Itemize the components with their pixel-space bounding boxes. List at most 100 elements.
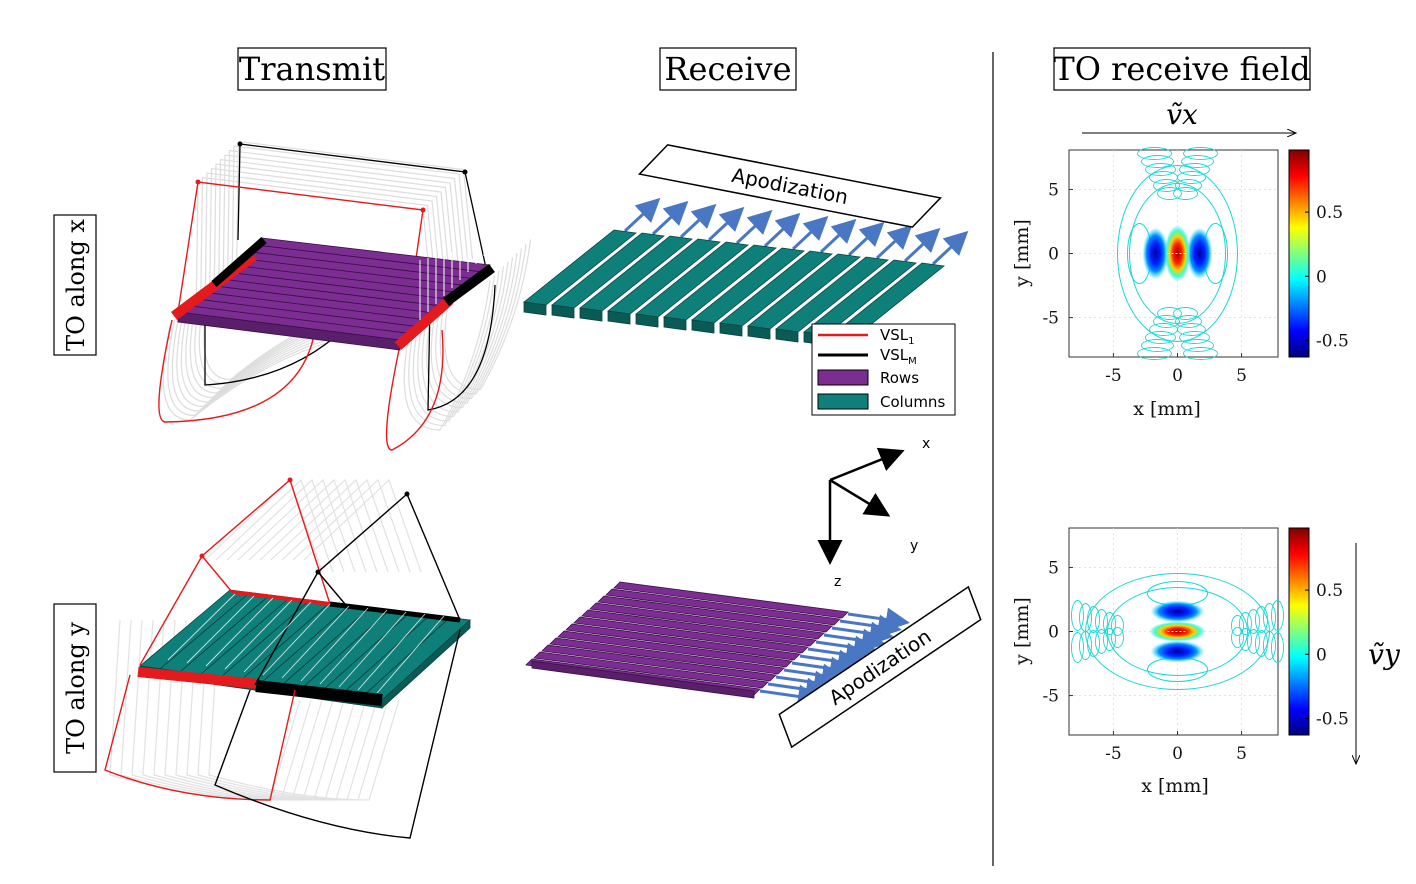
vsl-1-edge [137, 667, 259, 689]
apodization-arrow [847, 607, 910, 632]
receive-top-diagram [523, 197, 969, 349]
vsl-wire-grey [208, 167, 447, 307]
sidelobe-contour [1271, 632, 1284, 663]
apodization-arrow [651, 200, 689, 236]
row-label-top: TO along x [53, 214, 97, 356]
sidelobe-contour [1157, 307, 1182, 320]
vsl-1-focus [199, 553, 205, 559]
vsl-1-wire [158, 319, 444, 451]
apodization-box-top: Apodization [638, 144, 942, 228]
xtick-label: -5 [1105, 744, 1122, 764]
legend-swatch-columns [817, 393, 869, 410]
axis-y-label: y [910, 538, 918, 554]
xtick-label: -5 [1105, 366, 1122, 386]
vsl-ray [338, 611, 407, 688]
xtick-label: 0 [1172, 366, 1183, 386]
row-element [549, 637, 785, 675]
vsl-wire-grey [199, 176, 438, 316]
sidelobe-contour [1175, 179, 1202, 192]
sidelobe-contour [1177, 323, 1206, 336]
negative-lobe [1150, 600, 1205, 623]
vsl-wire-grey [204, 172, 442, 312]
column-element-front [551, 304, 575, 319]
field-plot-bottom: -5 0 5 5 0 -5 x [mm] y [mm] 0.5 0 -0.5 [1011, 527, 1349, 797]
sidelobe-contour [1181, 339, 1214, 352]
sidelobe-contour [1153, 315, 1180, 328]
apodization-arrow [623, 197, 661, 233]
vsl-m-edge [211, 236, 267, 288]
vsl-ray [243, 601, 312, 673]
apodization-arrow [799, 649, 862, 674]
negative-lobe [1150, 640, 1205, 663]
row-element [541, 644, 777, 682]
outer-contour [1129, 183, 1226, 324]
sidelobe-contour [1111, 615, 1124, 636]
sidelobe-contour [1173, 187, 1198, 200]
cbar-tick-label: -0.5 [1316, 709, 1349, 729]
column-element-front [579, 307, 603, 322]
legend-label-rows: Rows [880, 369, 919, 387]
apodization-arrow [679, 203, 717, 239]
legend-label-vslm: VSLM [880, 346, 917, 367]
sidelobe-contour [1175, 315, 1202, 328]
vsl-m-edge [255, 680, 383, 706]
colorbar-bottom [1288, 527, 1310, 736]
vsl-m-focus [404, 491, 410, 497]
apodization-arrow [763, 212, 801, 248]
xlabel-bottom: x [mm] [1141, 775, 1209, 797]
sidelobe-contour [1239, 628, 1252, 651]
sidelobe-contour [1111, 627, 1124, 648]
sidelobe-contour [1183, 347, 1218, 360]
vsl-wire-grey [213, 163, 451, 303]
cbar-tick-label: 0 [1316, 267, 1327, 287]
field-title: TO receive field [1053, 50, 1310, 88]
column-element-front [691, 319, 715, 334]
row-label-bottom: TO along y [53, 603, 97, 773]
vsl-1-edge [394, 296, 454, 350]
sidelobe-contour [1157, 187, 1182, 200]
receive-title: Receive [664, 50, 791, 88]
column-element-front [775, 328, 799, 343]
sidelobe-contour [1247, 629, 1260, 654]
axis-x-label: x [922, 436, 930, 452]
row-element [613, 581, 849, 619]
apodization-arrow [831, 621, 894, 646]
ytick-label: 0 [1048, 245, 1059, 265]
sidelobe-contour [1183, 147, 1218, 160]
ylabel-top: y [mm] [1011, 219, 1033, 288]
legend-label-vsl1: VSL1 [880, 326, 915, 347]
apodization-arrow [707, 206, 745, 242]
vsl-ray [357, 613, 426, 691]
columns-side-edge [381, 619, 471, 709]
sidelobe-contour [1137, 347, 1172, 360]
axes-triad: x y z [817, 436, 930, 590]
sidelobe-contour [1137, 147, 1172, 160]
vsl-1-edge [171, 252, 257, 320]
xtick-label: 0 [1172, 744, 1183, 764]
vector-y-indicator: ṽy [1356, 543, 1401, 764]
vsl-wire-grey [222, 154, 460, 294]
outer-contour [1085, 573, 1270, 690]
row-element [597, 595, 833, 633]
vsl-wire-grey [235, 140, 474, 280]
vsl-ray [319, 609, 388, 685]
svg-text:TO along y: TO along y [62, 622, 90, 754]
ylabel-bottom: y [mm] [1011, 597, 1033, 666]
legend-label-columns: Columns [880, 393, 945, 411]
vsl-m-focus [462, 169, 468, 175]
row-element [565, 623, 801, 661]
sidelobe-contour [1141, 155, 1174, 168]
row-element [533, 651, 769, 689]
axis-y-arrow [829, 478, 891, 517]
vsl-ray [224, 599, 293, 670]
vsl-1-edge [231, 590, 331, 606]
cbar-tick-label: -0.5 [1316, 331, 1349, 351]
sidelobe-contour [1145, 331, 1176, 344]
apodization-arrow [823, 628, 886, 653]
ytick-label: 0 [1048, 623, 1059, 643]
vsl-ray [281, 605, 350, 679]
sidelobe-contour [1179, 163, 1210, 176]
receive-bottom-diagram [525, 581, 910, 709]
row-element [581, 609, 817, 647]
